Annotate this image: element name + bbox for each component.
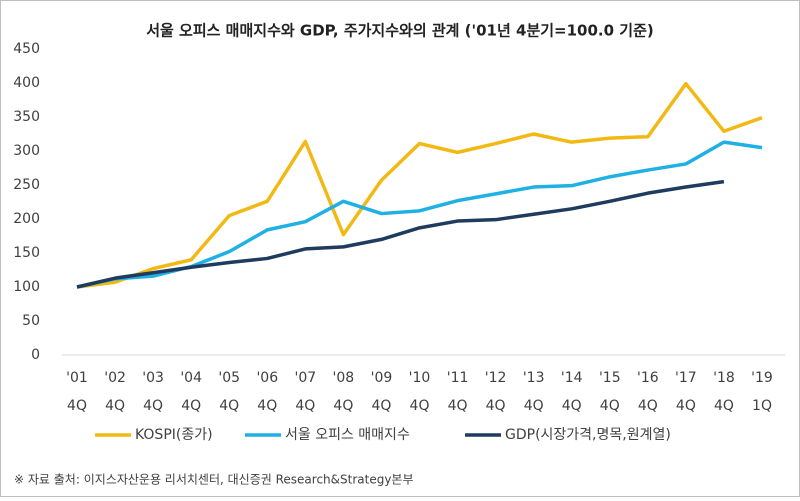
x-tick-label-line: '05 xyxy=(218,370,240,386)
x-tick-label: '10 4Q xyxy=(409,370,431,414)
x-tick-label-line: '10 xyxy=(409,370,431,386)
y-tick-label: 450 xyxy=(13,41,40,57)
y-tick-label: 300 xyxy=(13,143,40,159)
legend-label: KOSPI(종가) xyxy=(135,427,213,443)
x-tick-label: '09 4Q xyxy=(371,370,393,414)
x-tick-label-line: '12 xyxy=(485,370,507,386)
x-tick-label-line: '01 xyxy=(66,370,88,386)
x-tick-label-line: '13 xyxy=(523,370,545,386)
x-tick-label-line: 4Q xyxy=(143,398,163,414)
x-tick-label-line: 4Q xyxy=(67,398,87,414)
series-line xyxy=(76,81,763,289)
x-tick-label-line: 4Q xyxy=(333,398,353,414)
x-tick-label-line: 1Q xyxy=(752,398,772,414)
y-tick-label: 200 xyxy=(13,211,40,227)
x-tick-label-line: '16 xyxy=(637,370,659,386)
y-tick-label: 250 xyxy=(13,177,40,193)
x-tick-label-line: 4Q xyxy=(562,398,582,414)
x-tick-label-line: 4Q xyxy=(486,398,506,414)
x-tick-label: '04 4Q xyxy=(180,370,202,414)
x-tick-label-line: 4Q xyxy=(524,398,544,414)
x-tick-label: '05 4Q xyxy=(218,370,240,414)
x-tick-label: '13 4Q xyxy=(523,370,545,414)
x-tick-label-line: '17 xyxy=(675,370,697,386)
x-tick-label-line: '09 xyxy=(371,370,393,386)
x-tick-label-line: '11 xyxy=(447,370,469,386)
legend-label: 서울 오피스 매매지수 xyxy=(285,427,410,443)
series-line xyxy=(76,179,725,289)
x-tick-label: '18 4Q xyxy=(713,370,735,414)
x-tick-label-line: 4Q xyxy=(714,398,734,414)
x-tick-label: '07 4Q xyxy=(294,370,316,414)
x-tick-label: '14 4Q xyxy=(561,370,583,414)
x-tick-label: '08 4Q xyxy=(333,370,355,414)
x-tick-label: '15 4Q xyxy=(599,370,621,414)
x-tick-label-line: 4Q xyxy=(371,398,391,414)
x-tick-label-line: 4Q xyxy=(257,398,277,414)
x-tick-label-line: '07 xyxy=(294,370,316,386)
x-tick-label: '11 4Q xyxy=(447,370,469,414)
x-tick-label: '16 4Q xyxy=(637,370,659,414)
legend-label: GDP(시장가격,명목,원계열) xyxy=(505,427,671,443)
x-tick-label-line: '18 xyxy=(713,370,735,386)
x-tick-label-line: 4Q xyxy=(181,398,201,414)
x-tick-label: '02 4Q xyxy=(104,370,126,414)
x-tick-label-line: 4Q xyxy=(105,398,125,414)
x-tick-label-line: '03 xyxy=(142,370,164,386)
x-tick-label-line: '19 xyxy=(751,370,773,386)
x-tick-label-line: 4Q xyxy=(448,398,468,414)
x-tick-label-line: '02 xyxy=(104,370,126,386)
y-tick-label: 100 xyxy=(13,279,40,295)
x-tick-label-line: 4Q xyxy=(600,398,620,414)
y-tick-label: 50 xyxy=(22,313,40,329)
x-tick-label: '17 4Q xyxy=(675,370,697,414)
x-tick-label: '01 4Q xyxy=(66,370,88,414)
y-tick-label: 400 xyxy=(13,75,40,91)
x-tick-label: '03 4Q xyxy=(142,370,164,414)
x-tick-label-line: '14 xyxy=(561,370,583,386)
chart-title: 서울 오피스 매매지수와 GDP, 주가지수와의 관계 ('01년 4분기=10… xyxy=(146,22,654,40)
y-tick-label: 0 xyxy=(31,347,40,363)
x-tick-label-line: 4Q xyxy=(295,398,315,414)
x-tick-label-line: 4Q xyxy=(676,398,696,414)
x-tick-label-line: 4Q xyxy=(410,398,430,414)
x-tick-label-line: '08 xyxy=(333,370,355,386)
x-tick-label: '06 4Q xyxy=(256,370,278,414)
x-tick-label-line: '04 xyxy=(180,370,202,386)
x-tick-label-line: '15 xyxy=(599,370,621,386)
footnote: ※ 자료 출처: 이지스자산운용 리서치센터, 대신증권 Research&St… xyxy=(14,473,414,487)
x-tick-label: '12 4Q xyxy=(485,370,507,414)
x-tick-label-line: 4Q xyxy=(638,398,658,414)
x-tick-label: '19 1Q xyxy=(751,370,773,414)
y-tick-label: 350 xyxy=(13,109,40,125)
y-tick-label: 150 xyxy=(13,245,40,261)
x-tick-label-line: 4Q xyxy=(219,398,239,414)
x-tick-label-line: '06 xyxy=(256,370,278,386)
